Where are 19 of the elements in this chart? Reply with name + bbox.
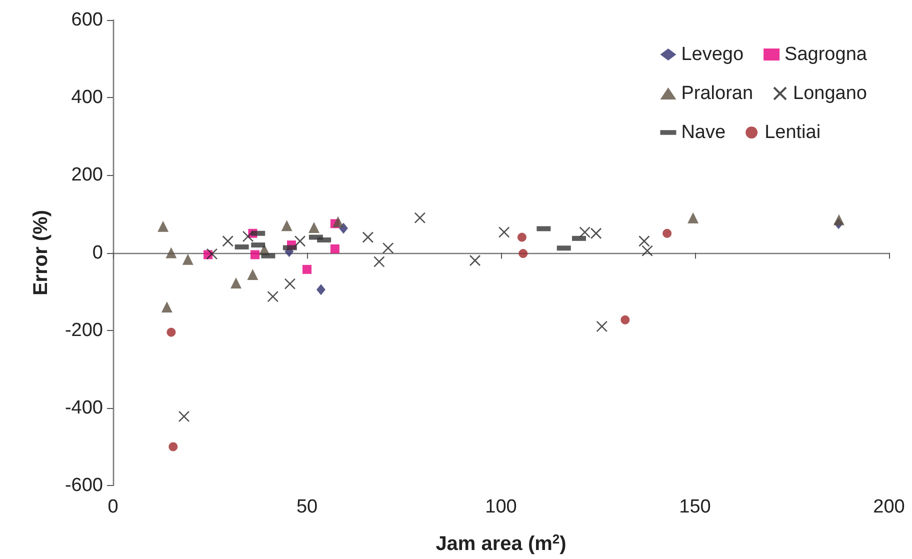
legend-label: Longano xyxy=(793,83,867,104)
x-tick-label: 100 xyxy=(485,496,517,518)
y-tick-label: 400 xyxy=(71,87,103,108)
x-tick-label: 200 xyxy=(873,496,905,518)
legend-label: Lentiai xyxy=(764,122,821,143)
legend-label: Praloran xyxy=(681,83,754,104)
y-axis-title: Error (%) xyxy=(30,210,52,296)
y-tick-label: 0 xyxy=(92,242,103,264)
x-tick-label: 150 xyxy=(679,496,711,518)
y-tick-label: 200 xyxy=(71,164,103,186)
legend-label: Levego xyxy=(681,44,744,65)
legend-label: Nave xyxy=(681,122,726,143)
y-tick-label: -400 xyxy=(64,397,103,418)
legend-label: Sagrogna xyxy=(784,44,868,65)
x-tick-label: 0 xyxy=(108,496,118,518)
x-tick-label: 50 xyxy=(296,496,318,518)
y-tick-label: -200 xyxy=(64,320,103,341)
y-tick-label: -600 xyxy=(64,475,103,496)
y-tick-label: 600 xyxy=(71,10,103,30)
